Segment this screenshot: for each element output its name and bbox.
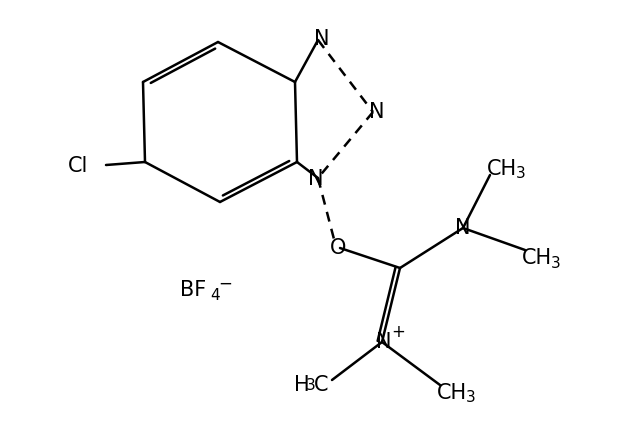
Text: O: O: [330, 238, 346, 258]
Text: N: N: [455, 218, 471, 238]
Text: N: N: [308, 169, 324, 189]
Text: CH: CH: [437, 383, 467, 403]
Text: H: H: [294, 375, 310, 395]
Text: Cl: Cl: [68, 156, 88, 176]
Text: CH: CH: [522, 248, 552, 268]
Text: BF: BF: [180, 280, 206, 300]
Text: N: N: [376, 332, 392, 352]
Text: 3: 3: [516, 166, 526, 181]
Text: +: +: [391, 323, 405, 341]
Text: 3: 3: [306, 378, 316, 392]
Text: 3: 3: [466, 391, 476, 406]
Text: 4: 4: [210, 288, 220, 302]
Text: 3: 3: [551, 256, 561, 271]
Text: N: N: [369, 102, 385, 122]
Text: C: C: [314, 375, 328, 395]
Text: −: −: [218, 275, 232, 293]
Text: CH: CH: [487, 159, 517, 179]
Text: N: N: [314, 29, 330, 49]
